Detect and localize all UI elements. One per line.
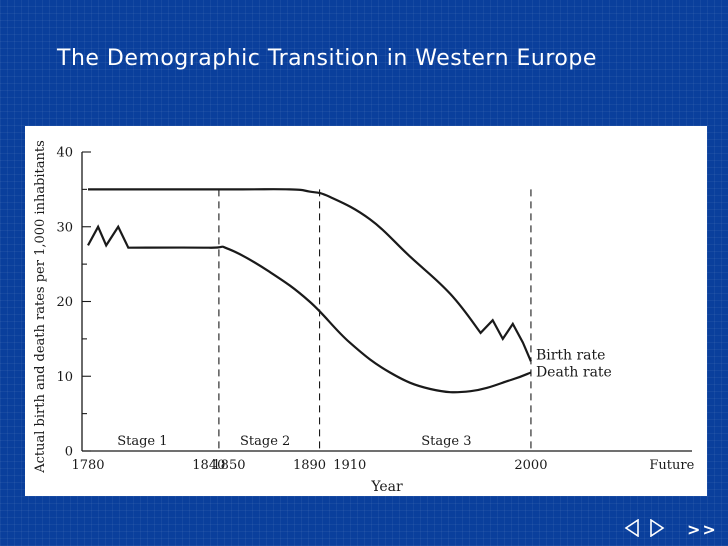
chart-panel: 0 10 20 30 40 1780 1840 1850 1890 1910 2000 Future Y… (25, 126, 707, 496)
triangle-left-icon[interactable] (623, 518, 641, 541)
y-tick-label: 30 (56, 220, 73, 235)
stage-label: Stage 1 (117, 434, 167, 449)
stage-label: Stage 2 (240, 434, 290, 449)
x-tick-label: 1850 (212, 458, 245, 473)
y-tick-label: 0 (65, 445, 73, 460)
x-tick-label: Future (649, 458, 694, 473)
x-tick-label: 1890 (293, 458, 326, 473)
legend-label: Birth rate (536, 347, 606, 363)
x-tick-label: 1780 (71, 458, 104, 473)
death-rate-line (87, 224, 532, 394)
y-tick-label: 40 (56, 146, 73, 161)
next-slide-button[interactable]: >> (687, 520, 718, 539)
y-axis-title: Actual birth and death rates per 1,000 i… (33, 140, 48, 474)
y-tick-label: 10 (56, 370, 73, 385)
stage-label: Stage 3 (421, 434, 471, 449)
x-tick-label: 1840 (192, 458, 225, 473)
slide-title: The Demographic Transition in Western Eu… (57, 46, 597, 71)
y-tick-label: 20 (56, 295, 73, 310)
legend-label: Death rate (536, 365, 612, 381)
birth-rate-line (88, 188, 532, 362)
x-axis-title: Year (370, 479, 403, 495)
x-tick-label: 2000 (514, 458, 547, 473)
x-tick-label: 1910 (333, 458, 366, 473)
triangle-right-icon[interactable] (648, 518, 666, 541)
